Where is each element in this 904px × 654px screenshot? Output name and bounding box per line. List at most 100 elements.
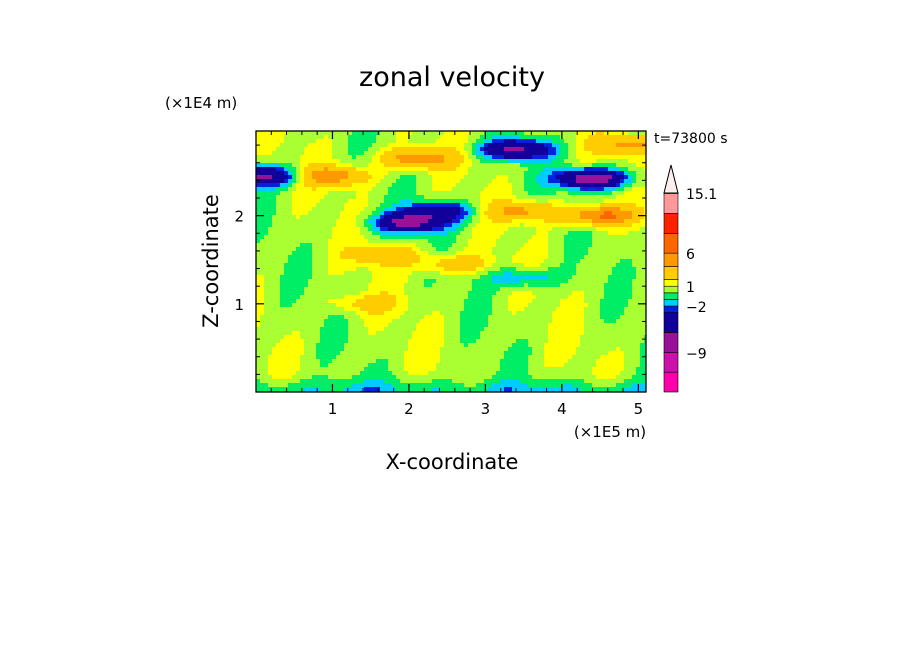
field-cell (284, 319, 289, 324)
field-cell (336, 319, 341, 324)
field-cell (440, 227, 445, 232)
field-cell (436, 175, 441, 180)
field-cell (604, 203, 609, 208)
field-cell (332, 167, 337, 172)
field-cell (540, 147, 545, 152)
field-cell (608, 251, 613, 256)
field-cell (380, 223, 385, 228)
field-cell (276, 187, 281, 192)
field-cell (544, 199, 549, 204)
field-cell (644, 247, 646, 252)
field-cell (512, 295, 517, 300)
field-cell (264, 307, 269, 312)
field-cell (624, 183, 629, 188)
field-cell (292, 259, 297, 264)
field-cell (472, 299, 477, 304)
field-cell (420, 171, 425, 176)
field-cell (592, 155, 597, 160)
field-cell (572, 187, 577, 192)
field-cell (556, 207, 561, 212)
field-cell (572, 179, 577, 184)
field-cell (332, 315, 337, 320)
field-cell (472, 171, 477, 176)
field-cell (500, 199, 505, 204)
field-cell (276, 183, 281, 188)
field-cell (380, 191, 385, 196)
field-cell (368, 159, 373, 164)
field-cell (272, 259, 277, 264)
field-cell (304, 207, 309, 212)
field-cell (404, 171, 409, 176)
field-cell (412, 239, 417, 244)
field-cell (508, 319, 513, 324)
field-cell (480, 235, 485, 240)
field-cell (572, 323, 577, 328)
field-cell (360, 303, 365, 308)
field-cell (320, 311, 325, 316)
field-cell (616, 227, 621, 232)
field-cell (352, 295, 357, 300)
field-cell (496, 143, 501, 148)
field-cell (512, 243, 517, 248)
field-cell (436, 195, 441, 200)
field-cell (312, 271, 317, 276)
field-cell (476, 295, 481, 300)
field-cell (316, 167, 321, 172)
field-cell (612, 171, 617, 176)
field-cell (372, 315, 377, 320)
field-cell (580, 155, 585, 160)
field-cell (516, 299, 521, 304)
field-cell (388, 267, 393, 272)
field-cell (364, 139, 369, 144)
field-cell (404, 143, 409, 148)
field-cell (580, 319, 585, 324)
field-cell (604, 167, 609, 172)
field-cell (416, 211, 421, 216)
field-cell (512, 223, 517, 228)
field-cell (508, 299, 513, 304)
field-cell (580, 315, 585, 320)
field-cell (436, 223, 441, 228)
field-cell (456, 171, 461, 176)
field-cell (324, 207, 329, 212)
field-cell (472, 259, 477, 264)
field-cell (564, 263, 569, 268)
field-cell (500, 223, 505, 228)
field-cell (260, 307, 265, 312)
field-cell (596, 275, 601, 280)
field-cell (336, 243, 341, 248)
field-cell (328, 307, 333, 312)
field-cell (300, 243, 305, 248)
field-cell (572, 263, 577, 268)
field-cell (320, 235, 325, 240)
field-cell (268, 191, 273, 196)
field-cell (432, 199, 437, 204)
field-cell (400, 259, 405, 264)
field-cell (512, 287, 517, 292)
field-cell (644, 139, 646, 144)
field-cell (440, 143, 445, 148)
field-cell (340, 303, 345, 308)
field-cell (640, 215, 645, 220)
field-cell (628, 307, 633, 312)
field-cell (492, 327, 497, 332)
field-cell (448, 255, 453, 260)
field-cell (372, 319, 377, 324)
field-cell (528, 223, 533, 228)
field-cell (420, 203, 425, 208)
field-cell (580, 151, 585, 156)
field-cell (528, 199, 533, 204)
field-cell (388, 207, 393, 212)
field-cell (292, 175, 297, 180)
field-cell (356, 227, 361, 232)
field-cell (432, 231, 437, 236)
field-cell (572, 235, 577, 240)
field-cell (280, 227, 285, 232)
field-cell (576, 207, 581, 212)
field-cell (280, 219, 285, 224)
field-cell (580, 239, 585, 244)
field-cell (584, 179, 589, 184)
field-cell (372, 275, 377, 280)
field-cell (572, 175, 577, 180)
field-cell (260, 147, 265, 152)
